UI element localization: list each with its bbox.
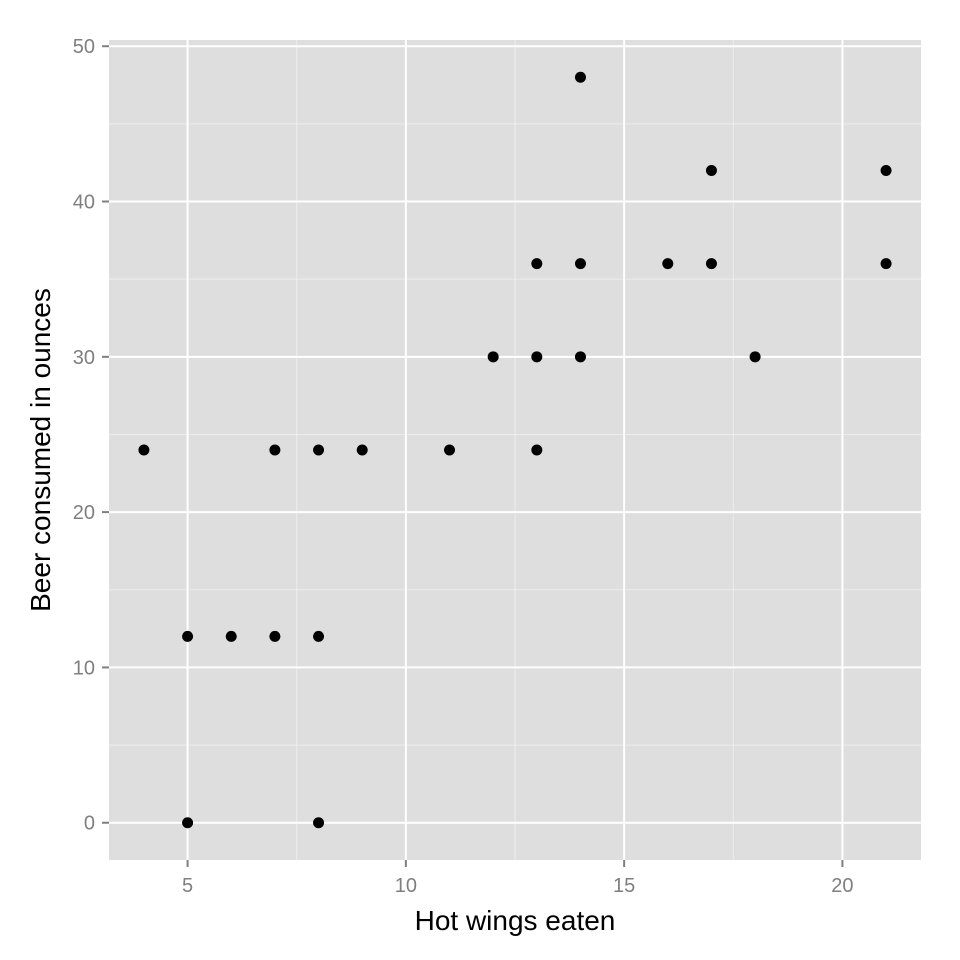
axis-ticks — [102, 45, 844, 867]
x-axis-title: Hot wings eaten — [415, 905, 616, 936]
data-point — [225, 630, 237, 642]
data-point — [182, 817, 194, 829]
data-point — [880, 164, 892, 176]
data-point — [269, 630, 281, 642]
data-point — [313, 630, 325, 642]
x-tick-label: 20 — [831, 875, 853, 897]
data-point — [356, 444, 368, 456]
data-point — [705, 258, 717, 270]
data-point — [574, 71, 586, 83]
data-point — [880, 258, 892, 270]
plot-panel — [109, 40, 921, 860]
data-point — [574, 351, 586, 363]
data-point — [487, 351, 499, 363]
data-point — [138, 444, 150, 456]
data-point — [662, 258, 674, 270]
x-tick-label: 5 — [182, 875, 193, 897]
y-tick-label: 50 — [73, 36, 95, 58]
tick-labels: 5 10 15 20 0 10 20 30 40 50 — [73, 36, 854, 897]
major-gridlines — [109, 40, 921, 860]
y-tick-label: 10 — [73, 657, 95, 679]
data-point — [182, 630, 194, 642]
x-tick-label: 10 — [395, 875, 417, 897]
data-point — [269, 444, 281, 456]
data-point — [705, 164, 717, 176]
y-tick-label: 0 — [84, 813, 95, 835]
y-tick-label: 20 — [73, 502, 95, 524]
x-tick-label: 15 — [613, 875, 635, 897]
data-point — [313, 444, 325, 456]
data-point — [531, 444, 543, 456]
data-point — [574, 258, 586, 270]
minor-gridlines — [109, 40, 921, 860]
y-axis-title: Beer consumed in ounces — [25, 288, 56, 612]
data-point — [749, 351, 761, 363]
data-point — [444, 444, 456, 456]
data-point — [531, 258, 543, 270]
y-tick-label: 30 — [73, 347, 95, 369]
y-tick-label: 40 — [73, 192, 95, 214]
data-points — [138, 71, 892, 829]
data-point — [313, 817, 325, 829]
data-point — [531, 351, 543, 363]
